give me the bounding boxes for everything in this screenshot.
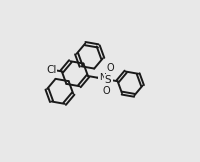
Text: O: O	[102, 86, 110, 96]
Text: NH: NH	[99, 73, 112, 82]
Text: O: O	[106, 63, 114, 73]
Text: S: S	[105, 75, 111, 85]
Text: Cl: Cl	[46, 65, 57, 75]
